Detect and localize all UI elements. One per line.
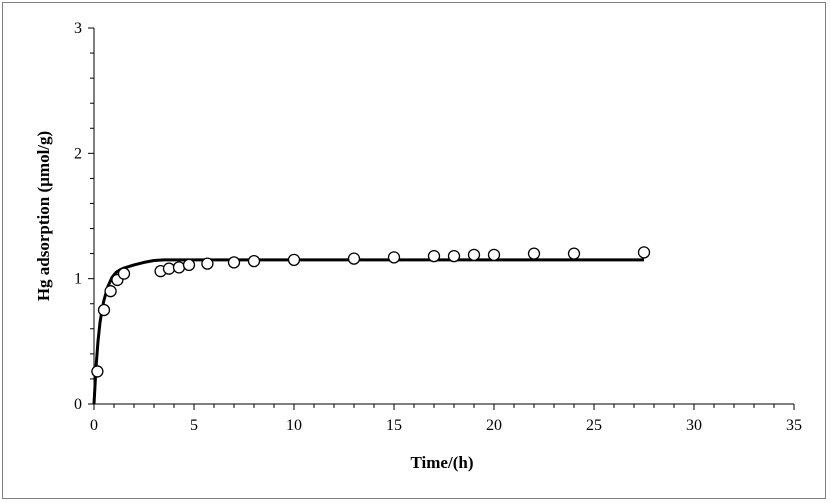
data-point	[227, 256, 241, 269]
data-point	[467, 248, 481, 262]
data-point	[287, 253, 301, 267]
data-point	[117, 267, 131, 280]
data-point	[162, 262, 176, 275]
data-point	[91, 365, 104, 378]
x-tick-label: 0	[90, 417, 98, 434]
x-tick-label: 5	[190, 417, 198, 434]
y-tick-label: 3	[74, 20, 82, 37]
y-tick-label: 1	[74, 271, 82, 288]
data-point	[247, 254, 261, 268]
x-tick-label: 35	[786, 417, 802, 434]
x-tick-label: 15	[386, 417, 402, 434]
data-point	[447, 249, 461, 263]
data-point	[172, 261, 186, 274]
data-point	[427, 249, 441, 263]
y-axis-title: Hg adsorption (µmol/g)	[34, 131, 53, 301]
y-tick-label: 2	[74, 145, 82, 162]
data-point	[567, 247, 581, 260]
x-axis-title: Time/(h)	[411, 453, 474, 472]
x-tick-label: 30	[686, 417, 702, 434]
data-point	[347, 252, 361, 265]
data-point	[104, 285, 117, 298]
x-tick-label: 20	[486, 417, 502, 434]
data-point	[637, 246, 651, 259]
data-point	[97, 303, 111, 317]
x-tick-label: 25	[586, 417, 602, 434]
fit-curve-layer	[92, 258, 644, 405]
data-points-layer	[91, 246, 651, 378]
data-point	[487, 248, 501, 262]
y-tick-label: 0	[74, 396, 82, 413]
data-point	[201, 257, 214, 270]
data-point	[387, 251, 401, 264]
x-tick-label: 10	[286, 417, 302, 434]
data-point	[182, 258, 196, 272]
fit-curve	[92, 258, 644, 405]
data-point	[527, 247, 541, 260]
